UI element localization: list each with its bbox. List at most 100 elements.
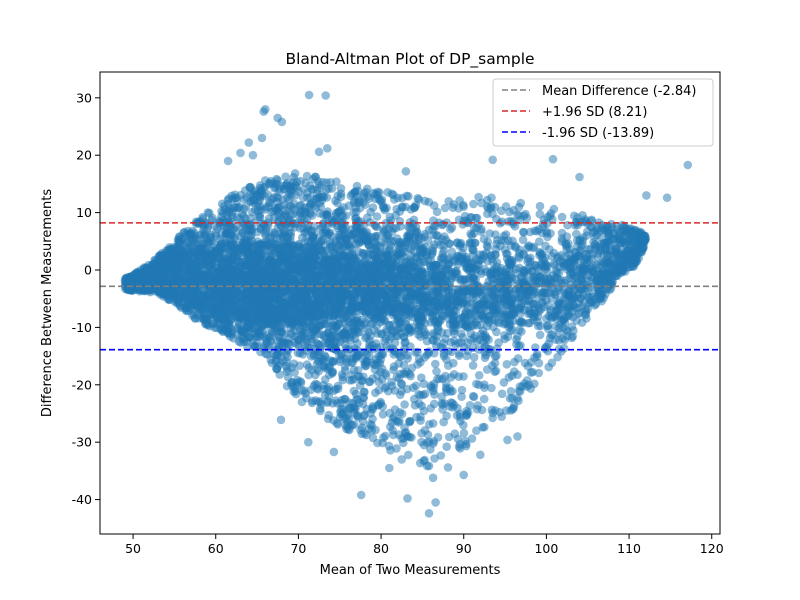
data-point xyxy=(479,394,489,404)
data-point xyxy=(506,387,516,396)
data-point xyxy=(516,341,525,350)
data-point xyxy=(215,234,224,244)
data-point xyxy=(551,322,560,331)
data-point xyxy=(468,361,478,370)
data-point xyxy=(535,330,545,340)
data-point xyxy=(448,398,457,408)
data-point xyxy=(343,410,353,420)
data-point xyxy=(466,335,476,345)
data-point xyxy=(474,371,484,380)
data-point xyxy=(413,347,422,357)
data-point xyxy=(336,412,345,422)
data-point xyxy=(372,222,382,232)
data-point xyxy=(536,321,545,331)
data-point xyxy=(526,384,535,393)
data-point xyxy=(515,309,525,319)
data-point xyxy=(502,360,512,369)
data-point xyxy=(450,429,460,439)
data-point xyxy=(352,394,361,404)
data-point xyxy=(205,208,214,218)
data-point xyxy=(275,187,284,197)
data-point xyxy=(459,372,468,381)
data-point xyxy=(395,207,405,216)
data-point xyxy=(449,370,459,379)
chart-title: Bland-Altman Plot of DP_sample xyxy=(285,50,534,69)
data-point xyxy=(261,231,270,240)
data-point xyxy=(457,385,467,395)
data-point xyxy=(353,339,362,348)
data-point xyxy=(513,332,522,341)
data-point xyxy=(432,337,442,346)
data-point xyxy=(543,324,553,334)
data-point xyxy=(302,171,312,181)
data-point xyxy=(298,193,308,203)
data-point xyxy=(372,212,382,221)
data-point xyxy=(560,318,570,327)
data-point xyxy=(502,406,511,415)
data-point xyxy=(510,221,520,231)
data-point xyxy=(513,354,523,363)
scatter-points xyxy=(120,90,693,518)
data-point xyxy=(419,406,429,416)
data-point xyxy=(532,352,542,361)
data-point xyxy=(442,442,452,452)
data-point xyxy=(432,367,441,376)
data-point xyxy=(341,223,350,232)
data-point xyxy=(537,288,546,298)
data-point xyxy=(392,331,401,341)
data-point xyxy=(305,181,315,191)
data-point xyxy=(491,230,500,239)
data-point xyxy=(517,317,526,327)
data-point xyxy=(430,390,439,399)
data-point xyxy=(388,426,398,435)
data-point xyxy=(586,276,596,285)
data-point xyxy=(459,420,468,430)
data-point xyxy=(534,358,544,368)
data-point xyxy=(430,454,439,463)
data-point xyxy=(392,372,402,382)
data-point xyxy=(518,235,528,245)
data-point xyxy=(516,198,526,208)
data-point xyxy=(459,428,469,438)
data-point xyxy=(322,209,332,219)
data-point xyxy=(557,212,567,222)
data-point xyxy=(397,387,406,396)
data-point xyxy=(365,344,374,354)
data-point xyxy=(411,381,421,391)
data-point xyxy=(413,193,423,203)
data-point xyxy=(282,381,292,391)
data-point xyxy=(403,350,412,360)
data-point xyxy=(419,379,429,389)
data-point xyxy=(544,311,554,321)
data-point xyxy=(497,389,507,399)
data-point xyxy=(374,377,384,387)
data-point xyxy=(494,338,503,347)
data-point xyxy=(330,211,340,221)
data-point xyxy=(400,400,409,409)
data-point xyxy=(544,362,553,372)
data-point xyxy=(440,203,450,213)
data-point xyxy=(449,358,458,368)
data-point xyxy=(414,330,423,339)
data-point xyxy=(368,433,378,443)
data-point xyxy=(213,224,222,233)
data-point xyxy=(466,213,475,222)
data-point xyxy=(429,383,438,392)
data-point xyxy=(529,299,539,309)
data-point xyxy=(535,201,545,211)
data-point xyxy=(359,393,368,402)
data-point xyxy=(515,245,524,254)
data-point xyxy=(273,223,283,232)
data-point xyxy=(560,335,569,345)
data-point xyxy=(474,192,483,202)
data-point xyxy=(405,417,414,426)
data-point xyxy=(417,429,426,438)
data-point xyxy=(372,240,382,250)
data-point xyxy=(275,370,285,379)
data-point xyxy=(472,426,481,436)
data-point xyxy=(336,184,346,193)
data-point xyxy=(562,245,571,254)
data-point xyxy=(324,386,334,396)
data-point xyxy=(380,336,389,346)
